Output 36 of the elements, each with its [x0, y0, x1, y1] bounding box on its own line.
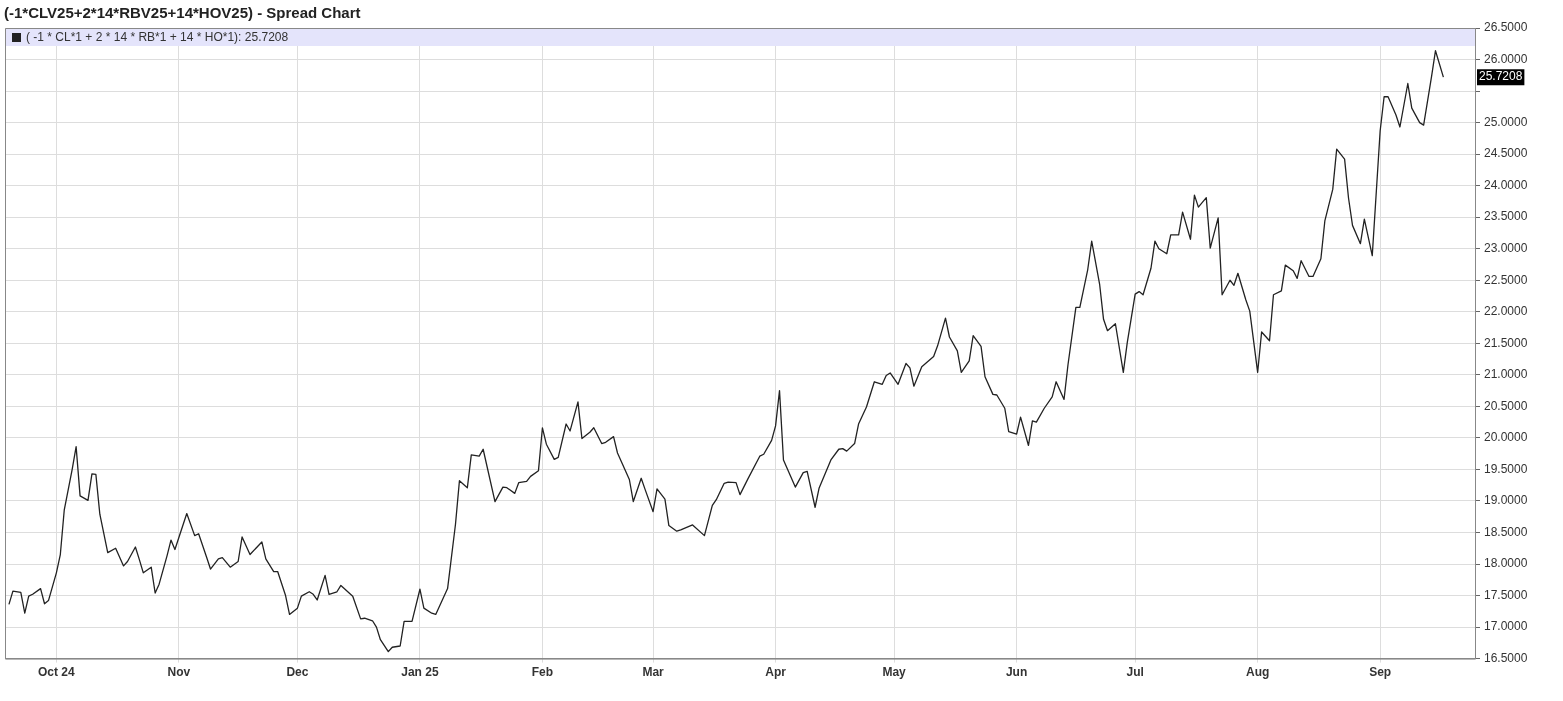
y-tick-label: 20.0000 [1484, 430, 1528, 445]
x-tick-label: Aug [1246, 665, 1270, 680]
y-tick-label: 18.5000 [1484, 524, 1528, 539]
x-tick-label: Mar [642, 665, 665, 680]
x-tick-label: Jul [1126, 665, 1144, 680]
y-tick-label: 24.5000 [1484, 146, 1528, 161]
x-tick-label: May [882, 665, 907, 680]
text: 25.7208 [1479, 69, 1523, 84]
y-tick-label: 19.0000 [1484, 493, 1528, 508]
x-tick-label: Dec [286, 665, 309, 680]
y-tick-label: 22.0000 [1484, 304, 1528, 319]
y-tick-label: 21.5000 [1484, 335, 1528, 350]
y-tick-label: 19.5000 [1484, 461, 1528, 476]
y-tick-label: 17.5000 [1484, 587, 1528, 602]
x-tick-label: Jun [1005, 665, 1028, 680]
y-tick-label: 20.5000 [1484, 398, 1528, 413]
y-tick-label: 21.0000 [1484, 367, 1528, 382]
x-tick-label: Sep [1369, 665, 1392, 680]
x-tick-label: Feb [531, 665, 554, 680]
legend-strip: ( -1 * CL*1 + 2 * 14 * RB*1 + 14 * HO*1): 25.7208 [6, 29, 1475, 46]
y-tick-label: 26.0000 [1484, 51, 1528, 66]
y-tick-label: 24.0000 [1484, 177, 1528, 192]
y-tick-label: 22.5000 [1484, 272, 1528, 287]
y-tick-label: 23.0000 [1484, 241, 1528, 256]
y-tick-label: 23.5000 [1484, 209, 1528, 224]
y-tick-label: 25.0000 [1484, 114, 1528, 129]
y-tick-label: 17.0000 [1484, 619, 1528, 634]
x-tick-label: Nov [167, 665, 191, 680]
chart-title: (-1*CLV25+2*14*RBV25+14*HOV25) - Spread Chart [4, 4, 361, 21]
x-tick-label: Jan 25 [401, 665, 439, 680]
y-tick-label: 16.5000 [1484, 650, 1528, 665]
y-tick-label: 26.5000 [1484, 20, 1528, 35]
x-tick-label: Apr [765, 665, 787, 680]
y-tick-label: 18.0000 [1484, 556, 1528, 571]
x-tick-label: Oct 24 [38, 665, 76, 680]
legend-label: ( -1 * CL*1 + 2 * 14 * RB*1 + 14 * HO*1): 25.7208 [26, 30, 289, 44]
